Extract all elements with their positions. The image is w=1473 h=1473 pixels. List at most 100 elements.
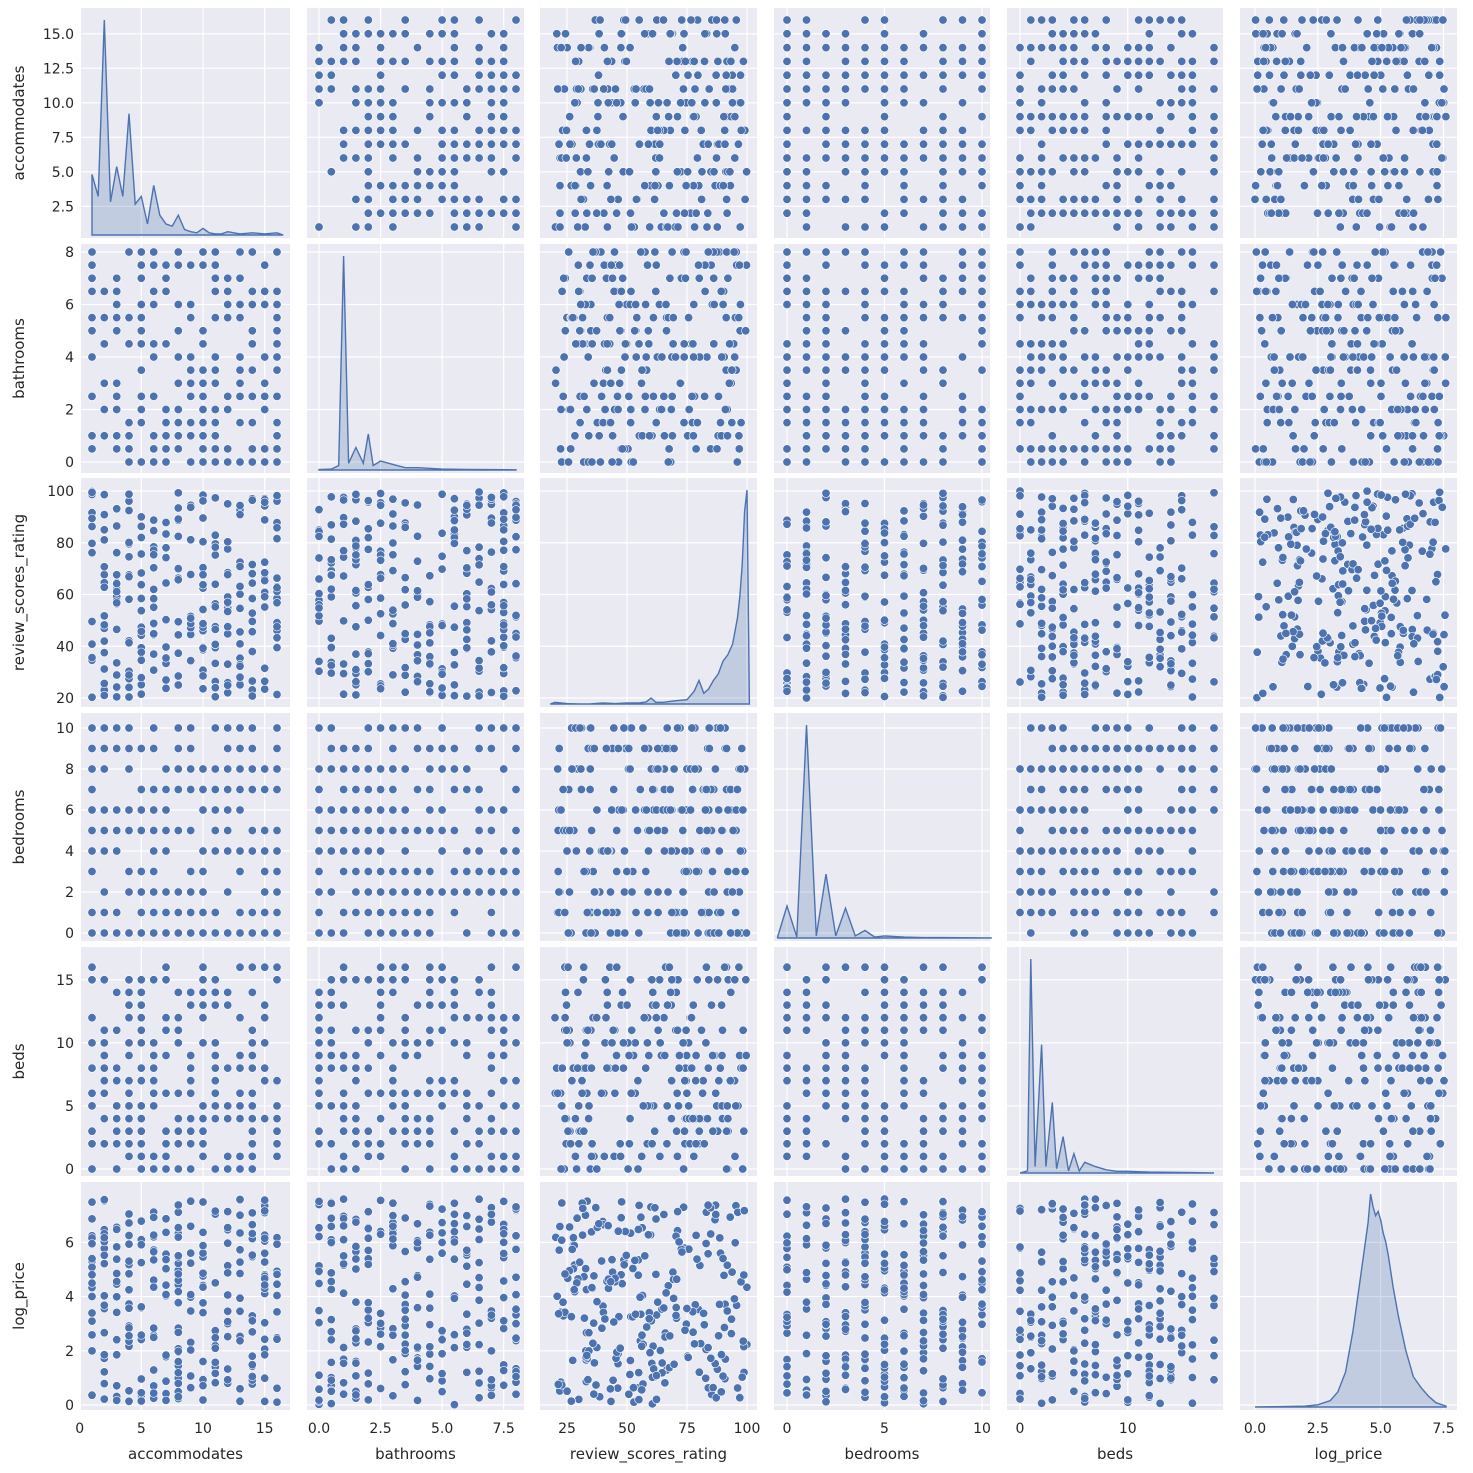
scatter-point bbox=[1037, 444, 1047, 454]
scatter-point bbox=[1335, 552, 1345, 562]
scatter-point bbox=[977, 260, 987, 270]
scatter-point bbox=[860, 167, 870, 177]
scatter-point bbox=[727, 98, 737, 108]
scatter-point bbox=[1101, 299, 1111, 309]
scatter-point bbox=[210, 493, 220, 503]
scatter-point bbox=[1340, 84, 1350, 94]
scatter-point bbox=[957, 43, 967, 53]
scatter-point bbox=[1037, 112, 1047, 122]
scatter-point bbox=[1080, 112, 1090, 122]
scatter-point bbox=[186, 743, 196, 753]
scatter-point bbox=[161, 887, 171, 897]
scatter-point bbox=[977, 29, 987, 39]
scatter-point bbox=[562, 846, 572, 856]
scatter-point bbox=[1277, 29, 1287, 39]
scatter-point bbox=[437, 887, 447, 897]
scatter-point bbox=[1353, 339, 1363, 349]
scatter-point bbox=[1047, 444, 1057, 454]
scatter-point bbox=[161, 653, 171, 663]
scatter-point bbox=[1411, 418, 1421, 428]
scatter-point bbox=[87, 805, 97, 815]
scatter-point bbox=[363, 524, 373, 534]
scatter-point bbox=[957, 639, 967, 649]
scatter-point bbox=[918, 404, 928, 414]
scatter-point bbox=[860, 365, 870, 375]
scatter-point bbox=[198, 513, 208, 523]
scatter-point bbox=[918, 194, 928, 204]
scatter-point bbox=[1372, 29, 1382, 39]
scatter-point bbox=[1209, 194, 1219, 204]
scatter-point bbox=[388, 125, 398, 135]
scatter-point bbox=[1166, 208, 1176, 218]
scatter-point bbox=[1037, 153, 1047, 163]
scatter-point bbox=[977, 222, 987, 232]
scatter-point bbox=[1047, 603, 1057, 613]
scatter-point bbox=[801, 431, 811, 441]
scatter-point bbox=[1015, 313, 1025, 323]
scatter-point bbox=[690, 222, 700, 232]
scatter-point bbox=[1047, 208, 1057, 218]
scatter-point bbox=[1134, 378, 1144, 388]
scatter-point bbox=[376, 784, 386, 794]
scatter-point bbox=[1421, 112, 1431, 122]
scatter-point bbox=[449, 222, 459, 232]
scatter-point bbox=[1209, 208, 1219, 218]
scatter-point bbox=[1166, 326, 1176, 336]
scatter-point bbox=[607, 273, 617, 283]
scatter-point bbox=[1037, 167, 1047, 177]
scatter-point bbox=[449, 622, 459, 632]
scatter-point bbox=[1058, 391, 1068, 401]
scatter-point bbox=[1430, 517, 1440, 527]
scatter-point bbox=[918, 678, 928, 688]
scatter-point bbox=[173, 299, 183, 309]
scatter-point bbox=[326, 660, 336, 670]
scatter-point bbox=[938, 286, 948, 296]
scatter-point bbox=[1260, 514, 1270, 524]
scatter-point bbox=[1187, 56, 1197, 66]
scatter-point bbox=[1412, 313, 1422, 323]
scatter-point bbox=[376, 825, 386, 835]
scatter-point bbox=[957, 98, 967, 108]
scatter-point bbox=[314, 589, 324, 599]
scatter-point bbox=[640, 29, 650, 39]
scatter-point bbox=[1112, 167, 1122, 177]
scatter-point bbox=[860, 222, 870, 232]
scatter-point bbox=[1058, 153, 1068, 163]
scatter-point bbox=[1435, 70, 1445, 80]
scatter-point bbox=[1123, 326, 1133, 336]
scatter-point bbox=[1090, 247, 1100, 257]
scatter-point bbox=[437, 489, 447, 499]
scatter-point bbox=[1101, 125, 1111, 135]
scatter-point bbox=[860, 431, 870, 441]
scatter-point bbox=[210, 805, 220, 815]
scatter-point bbox=[1134, 84, 1144, 94]
scatter-point bbox=[363, 723, 373, 733]
scatter-point bbox=[879, 615, 889, 625]
scatter-point bbox=[740, 194, 750, 204]
scatter-point bbox=[1329, 167, 1339, 177]
scatter-point bbox=[977, 208, 987, 218]
scatter-point bbox=[1319, 404, 1329, 414]
scatter-point bbox=[223, 444, 233, 454]
scatter-point bbox=[1101, 326, 1111, 336]
scatter-point bbox=[1177, 352, 1187, 362]
scatter-point bbox=[511, 579, 521, 589]
scatter-point bbox=[247, 743, 257, 753]
scatter-point bbox=[592, 125, 602, 135]
scatter-point bbox=[1406, 391, 1416, 401]
scatter-point bbox=[977, 404, 987, 414]
scatter-point bbox=[840, 70, 850, 80]
scatter-point bbox=[1047, 666, 1057, 676]
scatter-point bbox=[161, 764, 171, 774]
scatter-point bbox=[1090, 286, 1100, 296]
scatter-point bbox=[314, 98, 324, 108]
scatter-point bbox=[821, 153, 831, 163]
scatter-point bbox=[938, 112, 948, 122]
scatter-point bbox=[1069, 444, 1079, 454]
scatter-point bbox=[686, 15, 696, 25]
scatter-point bbox=[339, 153, 349, 163]
scatter-point bbox=[449, 194, 459, 204]
scatter-point bbox=[1187, 29, 1197, 39]
scatter-point bbox=[724, 378, 734, 388]
scatter-point bbox=[821, 404, 831, 414]
